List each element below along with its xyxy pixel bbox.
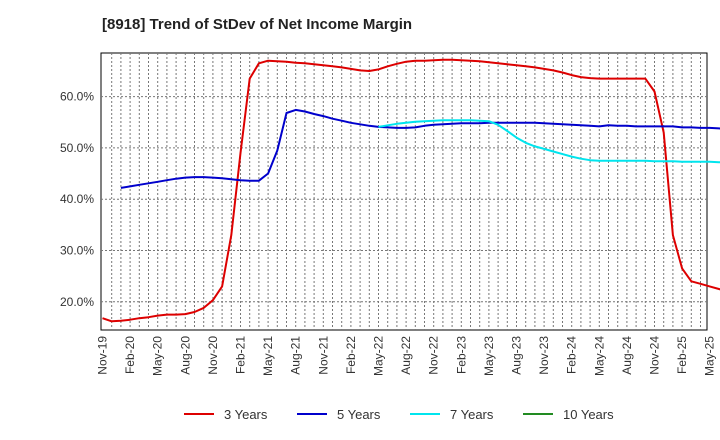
y-tick-label: 50.0% [60,141,94,155]
legend-label: 3 Years [224,407,268,422]
x-tick-label: May-21 [261,336,275,376]
x-tick-label: Feb-23 [454,336,468,374]
x-tick-label: May-22 [372,336,386,376]
x-tick-label: Nov-23 [537,336,551,375]
x-tick-label: Nov-19 [96,336,110,375]
x-tick-label: May-25 [703,336,717,376]
x-axis-tick-labels: Nov-19 Feb-20 May-20 Aug-20 Nov-20 Feb-21 May-… [96,336,717,376]
y-tick-label: 40.0% [60,192,94,206]
x-tick-label: May-24 [592,336,606,376]
series-line-5-years [120,108,720,189]
x-tick-label: Aug-22 [399,336,413,375]
y-tick-label: 20.0% [60,295,94,309]
x-tick-label: May-23 [482,336,496,376]
x-tick-label: Feb-22 [344,336,358,374]
y-tick-label: 30.0% [60,243,94,257]
x-tick-label: Aug-21 [289,336,303,375]
legend-label: 7 Years [450,407,494,422]
y-tick-label: 60.0% [60,90,94,104]
x-tick-label: Nov-21 [316,336,330,375]
x-tick-label: Aug-23 [510,336,524,375]
y-axis-tick-labels: 20.0% 30.0% 40.0% 50.0% 60.0% [60,90,94,309]
series-lines [102,58,720,323]
x-tick-label: Feb-21 [234,336,248,374]
plot-area [100,52,708,331]
legend-label: 5 Years [337,407,381,422]
x-tick-label: Aug-20 [178,336,192,375]
grid-lines [101,53,707,330]
x-tick-label: Feb-25 [675,336,689,374]
series-line-7-years [378,119,720,164]
x-tick-label: Aug-24 [620,336,634,375]
chart-title: [8918] Trend of StDev of Net Income Marg… [102,16,413,33]
x-tick-label: Nov-22 [427,336,441,375]
x-tick-label: May-20 [151,336,165,376]
x-tick-label: Nov-20 [206,336,220,375]
x-tick-label: Feb-24 [565,336,579,374]
legend: 3 Years 5 Years 7 Years 10 Years [184,407,614,422]
x-tick-label: Nov-24 [648,336,662,375]
legend-label: 10 Years [563,407,614,422]
x-tick-label: Feb-20 [123,336,137,374]
